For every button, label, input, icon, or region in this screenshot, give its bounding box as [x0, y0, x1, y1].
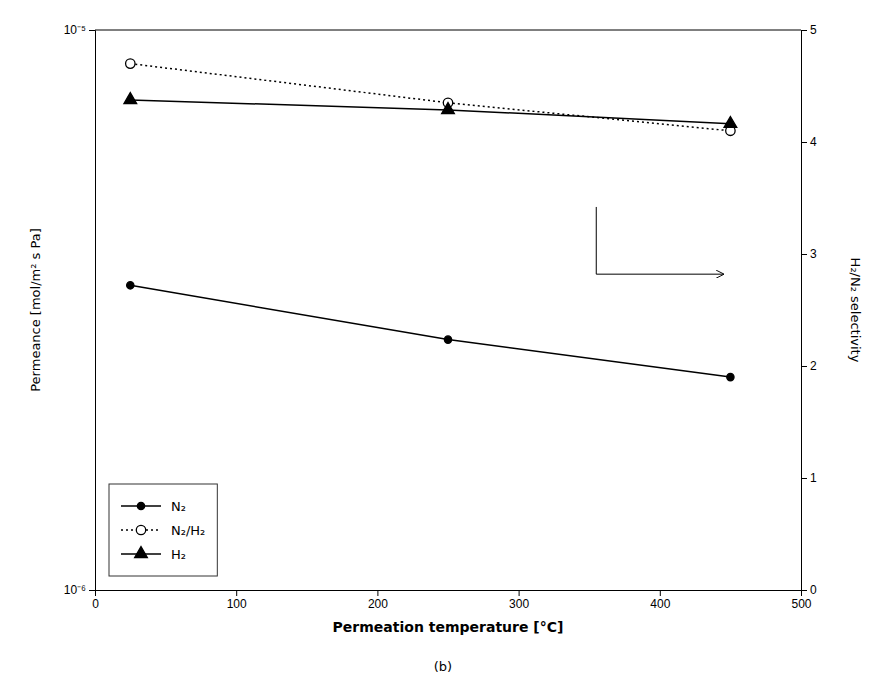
x-axis: 0 100 200 300 400 500	[92, 590, 812, 611]
tick-mark	[801, 478, 807, 479]
legend-symbol	[136, 525, 145, 534]
subtitle: (b)	[434, 659, 452, 674]
marks	[124, 59, 737, 381]
tick-label: 4	[810, 135, 817, 149]
tick-mark	[801, 254, 807, 255]
tick: 5	[801, 23, 817, 37]
plot: 0 100 200 300 400 500 10⁻⁶ 10⁻⁵ 0 1 2 3 4 5 N₂ N₂/H₂ H₂	[64, 23, 817, 610]
tick-label: 0	[92, 597, 99, 611]
tick-label: 2	[810, 359, 817, 373]
annotation-arrow	[596, 207, 723, 274]
legend-label: N₂	[171, 499, 186, 514]
y2-axis: 0 1 2 3 4 5	[801, 23, 817, 597]
tick-mark	[377, 590, 378, 596]
tick: 200	[368, 590, 388, 611]
legend: N₂ N₂/H₂ H₂	[109, 484, 217, 576]
tick: 500	[791, 590, 811, 611]
tick-label: 500	[791, 597, 811, 611]
tick-mark	[89, 590, 95, 591]
tick: 10⁻⁶	[64, 583, 95, 597]
tick: 0	[801, 583, 817, 597]
tick: 1	[801, 471, 817, 485]
tick-mark	[236, 590, 237, 596]
data-point	[124, 93, 137, 104]
axis-line	[89, 31, 96, 591]
tick: 100	[227, 590, 247, 611]
tick: 3	[801, 247, 817, 261]
tick-mark	[801, 142, 807, 143]
tick: 400	[650, 590, 670, 611]
tick: 0	[92, 590, 99, 611]
tick-mark	[660, 590, 661, 596]
series-line	[130, 285, 730, 377]
data-point	[127, 282, 134, 289]
axis-line	[96, 591, 802, 597]
chart: 0 100 200 300 400 500 10⁻⁶ 10⁻⁵ 0 1 2 3 4 5 N₂ N₂/H₂ H₂ P…	[0, 0, 886, 685]
data-point	[444, 336, 451, 343]
data-point	[442, 103, 455, 114]
tick-label: 10⁻⁵	[64, 23, 86, 37]
series-line	[130, 100, 730, 124]
data-point	[126, 59, 135, 68]
data-point	[727, 373, 734, 380]
tick-label: 1	[810, 471, 817, 485]
axis-line	[802, 31, 808, 591]
legend-label: N₂/H₂	[171, 523, 205, 538]
tick-mark	[801, 30, 807, 31]
tick-label: 5	[810, 23, 817, 37]
tick: 2	[801, 359, 817, 373]
series-line	[130, 64, 730, 131]
legend-item: N₂	[121, 499, 186, 514]
tick: 300	[509, 590, 529, 611]
tick-label: 3	[810, 247, 817, 261]
tick-mark	[89, 30, 95, 31]
y-axis: 10⁻⁶ 10⁻⁵	[64, 23, 96, 597]
frame	[95, 30, 801, 31]
tick-mark	[801, 366, 807, 367]
legend-label: H₂	[171, 547, 186, 562]
tick-label: 400	[650, 597, 670, 611]
tick-label: 200	[368, 597, 388, 611]
y-axis-title: Permeance [mol/m² s Pa]	[28, 228, 43, 392]
tick-label: 10⁻⁶	[64, 583, 86, 597]
y2-axis-title: H₂/N₂ selectivity	[848, 258, 863, 363]
legend-frame	[109, 484, 217, 576]
tick-label: 300	[509, 597, 529, 611]
tick-label: 0	[810, 583, 817, 597]
tick: 4	[801, 135, 817, 149]
tick-label: 100	[227, 597, 247, 611]
tick-mark	[801, 590, 807, 591]
tick-mark	[519, 590, 520, 596]
legend-symbol	[137, 502, 144, 509]
data-point	[724, 116, 737, 127]
tick: 10⁻⁵	[64, 23, 95, 37]
legend-item: N₂/H₂	[121, 523, 205, 538]
legend-item: H₂	[121, 547, 186, 562]
x-axis-title: Permeation temperature [°C]	[333, 619, 564, 635]
legend-symbol	[135, 547, 148, 558]
